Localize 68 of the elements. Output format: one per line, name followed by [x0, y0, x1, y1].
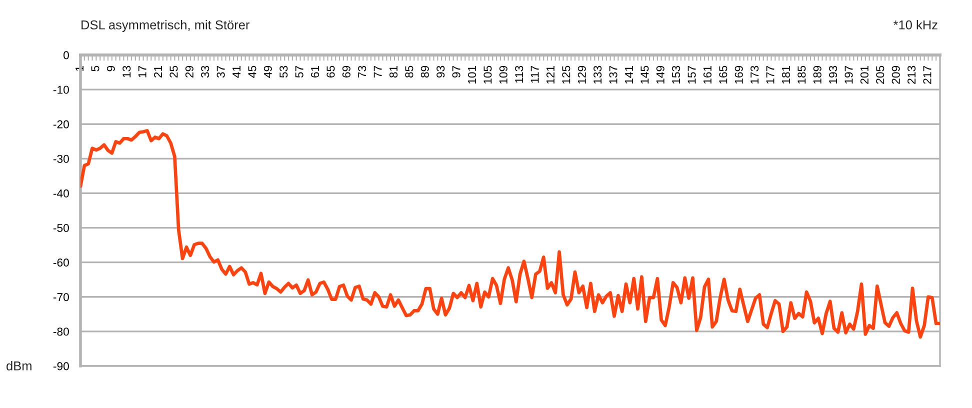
x-tick-label: 41: [232, 66, 240, 78]
x-tick-label: 209: [892, 66, 900, 84]
x-tick-label: 185: [798, 66, 806, 84]
x-tick-label: 197: [844, 66, 853, 84]
x-tick-label: 129: [578, 66, 586, 84]
x-tick-label: 89: [420, 66, 429, 78]
x-tick-label: 49: [264, 66, 272, 78]
x-tick-label: 109: [499, 66, 508, 84]
x-tick-label: 161: [703, 66, 712, 84]
x-tick-label: 29: [185, 66, 194, 78]
x-tick-label: 77: [374, 66, 382, 78]
x-tick-label: 105: [484, 66, 492, 84]
x-tick-label: 65: [326, 66, 335, 78]
x-tick-label: 189: [813, 66, 822, 84]
line-series: [80, 129, 940, 339]
x-tick-label: 173: [750, 66, 759, 84]
x-tick-label: 149: [656, 66, 664, 84]
x-tick-label: 201: [860, 66, 868, 84]
x-tick-label: 53: [280, 66, 288, 78]
y-tick-label: -30: [53, 154, 69, 163]
x-tick-label: 205: [876, 66, 884, 84]
x-tick-label: 169: [734, 66, 743, 84]
x-tick-label: 157: [688, 66, 696, 84]
y-tick-label: -40: [53, 189, 69, 198]
y-tick-label: -50: [53, 224, 69, 232]
x-tick-label: 133: [594, 66, 602, 84]
x-tick-label: 5: [91, 66, 100, 72]
x-tick-label: 17: [138, 66, 146, 78]
x-tick-label: 13: [122, 66, 131, 78]
x-tick-label: 9: [106, 66, 115, 72]
y-tick-label: -20: [53, 120, 69, 128]
x-tick-label: 117: [530, 66, 539, 83]
x-tick-label: 45: [248, 66, 256, 78]
y-tick-label: -10: [53, 86, 69, 94]
x-tick-label: 213: [908, 66, 916, 84]
y-tick-label: -70: [53, 293, 69, 302]
y-tick-label: -60: [53, 258, 69, 267]
x-tick-label: 165: [719, 66, 728, 84]
y-tick-label: -80: [53, 328, 69, 336]
x-tick-label: 81: [389, 66, 398, 78]
x-tick-label: 113: [515, 66, 524, 83]
y-axis-title: dBm: [6, 361, 32, 370]
y-tick-label: 0: [64, 51, 69, 60]
x-tick-label: 177: [766, 66, 774, 84]
x-tick-label: 25: [170, 66, 178, 78]
x-tick-label: 73: [358, 66, 366, 78]
chart-title: DSL asymmetrisch, mit Störer: [82, 20, 250, 32]
x-tick-label: 61: [310, 66, 320, 78]
x-tick-label: 57: [295, 66, 304, 78]
x-tick-label: 33: [201, 66, 210, 78]
x-tick-label: 97: [452, 66, 460, 78]
x-tick-label: 121: [546, 66, 554, 84]
x-tick-label: 85: [405, 66, 414, 78]
x-tick-label: 141: [625, 66, 633, 84]
x-tick-label: 69: [342, 66, 350, 78]
x-tick-label: 217: [923, 66, 932, 84]
x-tick-label: 181: [782, 66, 790, 84]
x-tick-label: 145: [640, 66, 649, 84]
x-tick-label: 153: [672, 66, 680, 84]
x-axis-title: *10 kHz: [893, 20, 938, 30]
x-tick-label: 37: [216, 66, 225, 78]
x-tick-label: 21: [154, 66, 162, 78]
x-tick-label: 93: [436, 66, 445, 78]
y-tick-label: -90: [53, 362, 69, 370]
x-tick-label: 125: [562, 66, 570, 84]
x-tick-label: 193: [829, 66, 838, 84]
x-tick-label: 137: [609, 66, 618, 84]
x-tick-label: 101: [468, 66, 476, 84]
